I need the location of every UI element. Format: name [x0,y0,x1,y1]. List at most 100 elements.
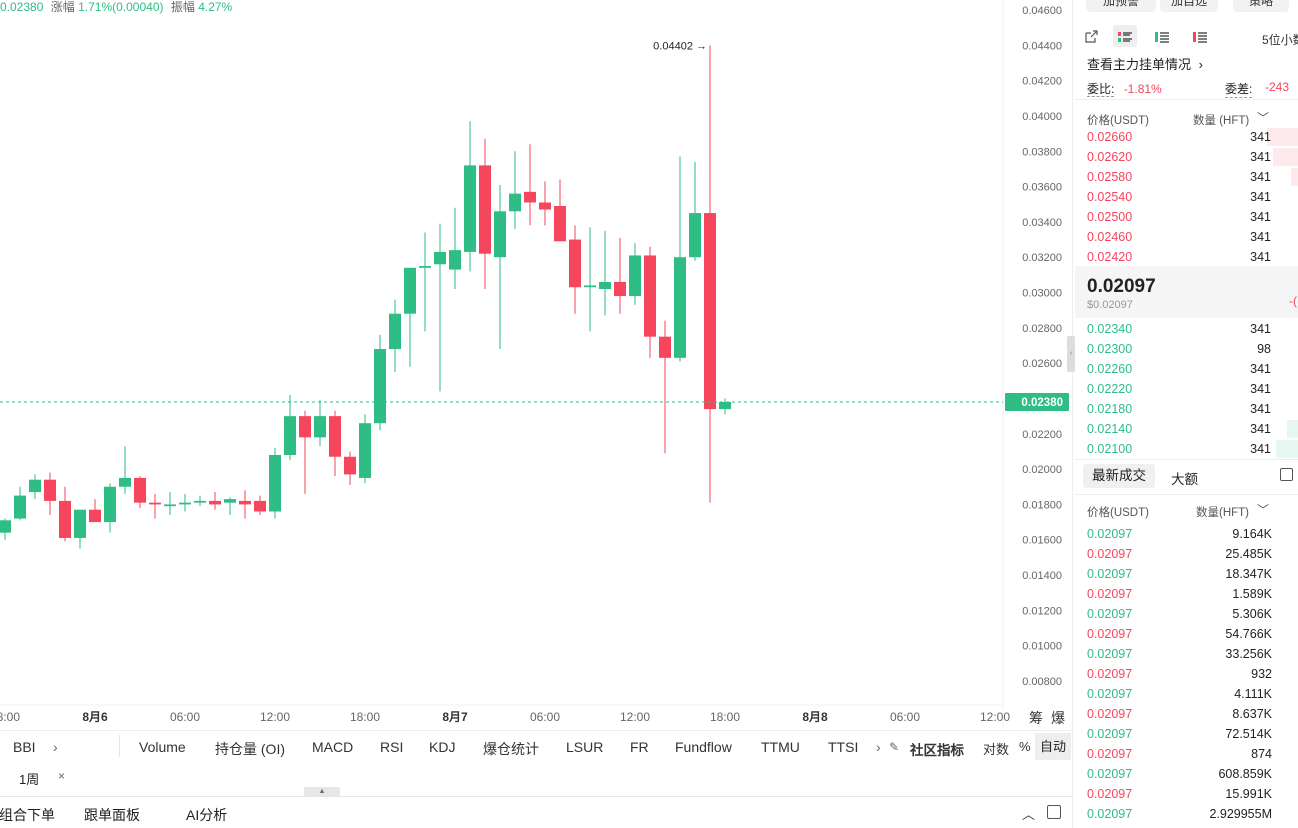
bid-row[interactable]: 0.02140 341 [1075,419,1298,439]
trade-row: 0.02097 608.859K [1075,763,1298,783]
trade-price: 0.02097 [1087,747,1133,761]
amplitude-label: 振幅 [170,0,195,14]
orderbook-asks-icon[interactable] [1191,29,1209,45]
orderbook-qty-header[interactable]: 数量 (HFT) [1193,115,1250,127]
chip-distribution-icon[interactable]: 筹 [1029,710,1043,726]
indicator-ttsi[interactable]: TTSI [828,739,859,755]
chevron-down-icon[interactable]: ﹀ [1257,503,1270,517]
bid-qty: 341 [1250,382,1271,396]
add-favorite-button[interactable]: 加自选 [1160,0,1218,12]
share-icon[interactable] [1083,29,1101,45]
chevron-down-icon[interactable]: ﹀ [1257,111,1270,125]
chevron-right-icon[interactable]: › [876,739,881,755]
bid-qty: 341 [1250,402,1271,416]
kline-chart[interactable]: 0.04600 0.04400 0.04200 0.04000 0.03800 0.036… [0,0,1072,730]
x-tick-label: 06:00 [890,710,920,724]
ask-row[interactable]: 0.02660 341 [1075,127,1298,147]
y-tick-label: 0.04600 [1022,5,1062,17]
indicator-fundflow[interactable]: Fundflow [675,739,732,755]
chart-canvas[interactable]: 0.04600 0.04400 0.04200 0.04000 0.03800 0.036… [0,0,1072,730]
trade-price: 0.02097 [1087,707,1133,721]
indicator-rsi[interactable]: RSI [380,739,404,755]
side-panel-toggle[interactable]: ‹ [1067,336,1075,372]
tab-combo-order[interactable]: 组合下单 [0,807,55,823]
ask-price: 0.02500 [1087,210,1133,224]
tab-latest-trades[interactable]: 最新成交 [1083,464,1155,488]
bid-row[interactable]: 0.02180 341 [1075,399,1298,419]
change-label: 涨幅 [50,0,75,14]
log-scale-toggle[interactable]: 对数 [983,742,1010,757]
ask-row[interactable]: 0.02580 341 [1075,167,1298,187]
ask-row[interactable]: 0.02460 341 [1075,227,1298,247]
indicator-fr[interactable]: FR [630,739,649,755]
bid-row[interactable]: 0.02300 98 [1075,339,1298,359]
y-tick-label: 0.00800 [1022,676,1062,688]
candle-body [449,250,461,270]
amplitude-value: 4.27% [198,0,233,14]
indicator-ttmu[interactable]: TTMU [761,739,800,755]
close-icon[interactable]: × [58,769,66,783]
edit-icon[interactable]: ✎ [889,740,900,754]
add-alert-button[interactable]: 加预警 [1086,0,1156,12]
percent-scale-toggle[interactable]: % [1019,739,1031,754]
bid-row[interactable]: 0.02220 341 [1075,379,1298,399]
indicator-lsur[interactable]: LSUR [566,739,604,755]
trade-qty: 4.111K [1234,687,1272,701]
y-tick-label: 0.03000 [1022,288,1062,300]
ask-qty: 341 [1250,250,1271,264]
candle-body [269,454,281,512]
chevron-right-icon[interactable]: › [53,739,58,755]
y-tick-label: 0.04000 [1022,111,1062,123]
trades-qty-header[interactable]: 数量(HFT) [1196,507,1250,519]
community-indicators[interactable]: 社区指标 [910,743,964,758]
indicator-liquidation[interactable]: 爆仓统计 [483,741,539,757]
ask-row[interactable]: 0.02500 341 [1075,207,1298,227]
orderbook-bids-icon[interactable] [1153,29,1171,45]
y-tick-label: 0.03400 [1022,217,1062,229]
indicator-bbi[interactable]: BBI [13,739,36,755]
trades-price-header: 价格(USDT) [1087,507,1149,519]
collapse-up-icon[interactable]: ︿ [1022,807,1036,822]
divider [119,735,120,757]
expand-icon[interactable] [1047,805,1061,819]
candle-body [179,502,191,505]
x-tick-label: 06:00 [170,710,200,724]
y-tick-label: 0.03600 [1022,182,1062,194]
indicator-kdj[interactable]: KDJ [429,739,456,755]
panel-resize-handle[interactable]: ▲ [304,787,340,796]
candle-body [599,281,611,289]
mark-indicator: -( [1289,294,1297,308]
bid-price: 0.02180 [1087,402,1133,416]
bid-price: 0.02100 [1087,442,1133,456]
trade-price: 0.02097 [1087,547,1133,561]
bid-row[interactable]: 0.02260 341 [1075,359,1298,379]
bid-qty: 341 [1250,442,1271,456]
bid-price: 0.02260 [1087,362,1133,376]
ask-row[interactable]: 0.02420 341 [1075,247,1298,267]
tab-large-trades[interactable]: 大额 [1171,472,1198,487]
bid-row[interactable]: 0.02340 341 [1075,319,1298,339]
indicator-volume[interactable]: Volume [139,739,186,755]
tab-ai-analysis[interactable]: AI分析 [186,807,228,823]
candle-body [329,416,341,457]
auto-scale-toggle[interactable]: 自动 [1035,733,1071,760]
liquidation-map-icon[interactable]: 爆 [1051,710,1065,726]
trades-filter-checkbox[interactable] [1280,468,1293,481]
ask-row[interactable]: 0.02540 341 [1075,187,1298,207]
trade-row: 0.02097 4.111K [1075,683,1298,703]
ask-price: 0.02460 [1087,230,1133,244]
main-force-orders-link[interactable]: 查看主力挂单情况 › [1087,54,1203,73]
depth-bar [1275,440,1298,458]
ask-row[interactable]: 0.02620 341 [1075,147,1298,167]
tab-copy-trading[interactable]: 跟单面板 [84,807,140,823]
decimal-precision-select[interactable]: 5位小数 [1262,33,1298,47]
bottom-tabs: 组合下单 跟单面板 AI分析 [0,796,1072,828]
orderbook-both-icon[interactable] [1116,29,1134,45]
bid-row[interactable]: 0.02100 341 [1075,439,1298,459]
trade-price: 0.02097 [1087,767,1133,781]
indicator-macd[interactable]: MACD [312,739,354,755]
indicator-oi[interactable]: 持仓量 (OI) [215,741,285,757]
period-tag[interactable]: 1周 [19,772,40,787]
strategy-button[interactable]: 策略 [1233,0,1289,12]
candle-body [14,495,26,519]
